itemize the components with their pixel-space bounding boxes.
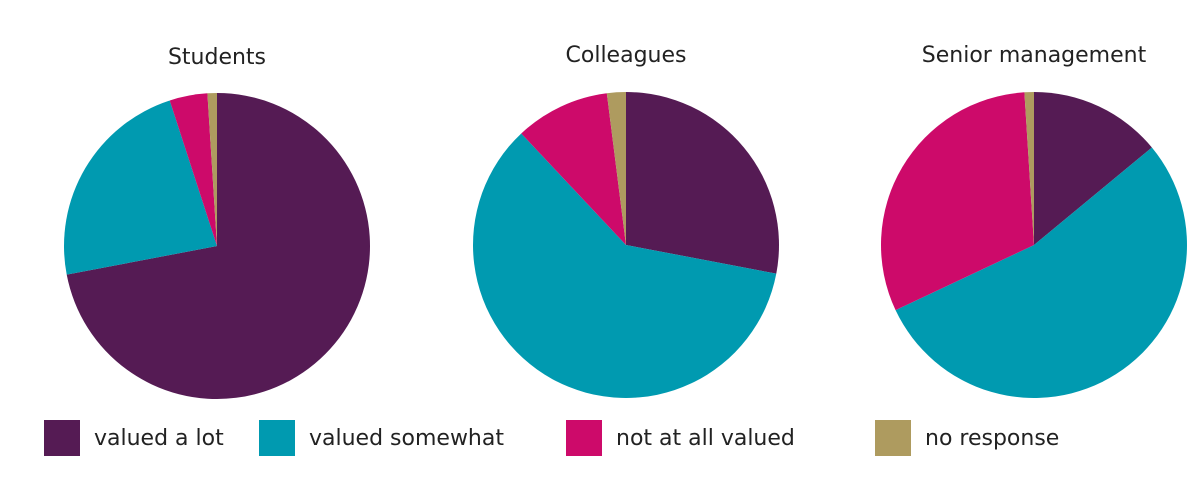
legend-swatch-no-response (875, 420, 911, 456)
slice-valued-somewhat (473, 133, 777, 398)
slice-valued-somewhat (64, 100, 217, 275)
pie-title: Colleagues (566, 43, 687, 68)
legend-item-valued-somewhat: valued somewhat (259, 418, 504, 458)
pie-colleagues: Colleagues (473, 43, 780, 398)
legend-label: not at all valued (616, 425, 795, 451)
legend-item-no-response: no response (875, 418, 1059, 458)
slice-not-at-all-valued (521, 93, 626, 246)
pie-senior-management: Senior management (880, 43, 1187, 398)
slice-not-at-all-valued (880, 92, 1034, 311)
legend-label: valued a lot (94, 425, 224, 451)
slice-valued-somewhat (895, 147, 1187, 398)
legend-swatch-valued-somewhat (259, 420, 295, 456)
legend-swatch-valued-a-lot (44, 420, 80, 456)
slice-no-response (207, 92, 217, 246)
slice-valued-a-lot (66, 93, 370, 399)
legend: valued a lot valued somewhat not at all … (0, 418, 1204, 462)
slice-not-at-all-valued (169, 93, 217, 246)
slice-no-response (606, 92, 626, 245)
legend-label: no response (925, 425, 1060, 451)
legend-label: valued somewhat (309, 425, 504, 451)
legend-item-not-at-all-valued: not at all valued (566, 418, 795, 458)
slice-no-response (1024, 92, 1034, 245)
slice-valued-a-lot (626, 92, 780, 274)
legend-swatch-not-at-all-valued (566, 420, 602, 456)
legend-item-valued-a-lot: valued a lot (44, 418, 224, 458)
slice-valued-a-lot (1034, 92, 1152, 245)
pie-students: Students (64, 45, 370, 399)
pie-title: Students (168, 45, 266, 70)
pie-title: Senior management (922, 43, 1147, 68)
